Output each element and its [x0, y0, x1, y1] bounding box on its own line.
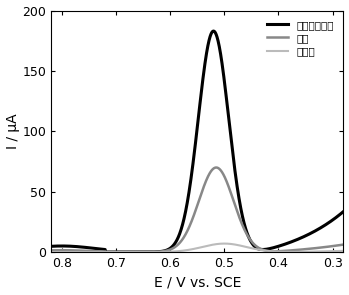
磷酸活化碳球: [64, 244, 68, 248]
磷酸活化碳球: [333, 216, 337, 220]
裸电极: [333, 249, 337, 253]
磷酸活化碳球: [49, 245, 53, 248]
Line: 裸电极: 裸电极: [51, 244, 343, 252]
磷酸活化碳球: [333, 217, 337, 220]
碳球: [184, 232, 188, 236]
磷酸活化碳球: [341, 210, 346, 213]
裸电极: [191, 247, 195, 251]
碳球: [214, 166, 218, 169]
碳球: [341, 243, 346, 246]
裸电极: [64, 250, 68, 254]
裸电极: [279, 250, 283, 253]
裸电极: [222, 242, 227, 245]
裸电极: [183, 249, 187, 252]
碳球: [49, 249, 53, 252]
裸电极: [49, 250, 53, 254]
磷酸活化碳球: [280, 244, 284, 247]
碳球: [64, 248, 68, 252]
碳球: [333, 244, 337, 248]
Legend: 磷酸活化碳球, 碳球, 裸电极: 磷酸活化碳球, 碳球, 裸电极: [263, 16, 338, 60]
磷酸活化碳球: [211, 29, 216, 33]
Line: 碳球: 碳球: [51, 168, 343, 252]
Line: 磷酸活化碳球: 磷酸活化碳球: [51, 31, 343, 252]
Y-axis label: I / μA: I / μA: [6, 114, 20, 149]
磷酸活化碳球: [103, 250, 107, 254]
裸电极: [333, 249, 337, 253]
碳球: [280, 249, 284, 253]
碳球: [191, 215, 195, 218]
磷酸活化碳球: [184, 209, 188, 213]
碳球: [103, 250, 107, 254]
磷酸活化碳球: [191, 159, 195, 162]
裸电极: [341, 249, 346, 253]
X-axis label: E / V vs. SCE: E / V vs. SCE: [154, 276, 241, 289]
碳球: [333, 244, 337, 248]
